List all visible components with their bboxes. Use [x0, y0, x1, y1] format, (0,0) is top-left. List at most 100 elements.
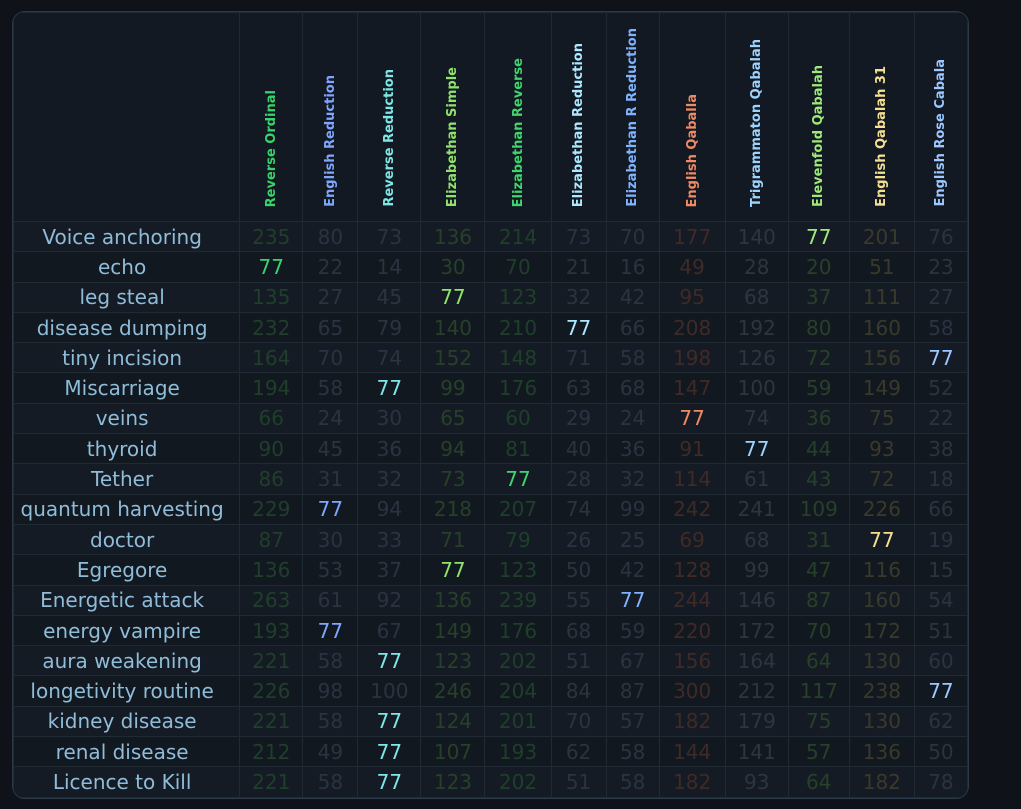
value-cell[interactable]: 71: [550, 342, 607, 374]
value-cell[interactable]: 76: [913, 220, 968, 253]
value-cell[interactable]: 38: [913, 433, 968, 465]
value-cell[interactable]: 32: [550, 281, 607, 313]
table-row[interactable]: Licence to Kill 221 58 77 123 202 51 58 182 93 64 1…: [13, 766, 968, 798]
value-cell[interactable]: 179: [724, 705, 789, 738]
value-cell[interactable]: 15: [913, 554, 968, 586]
value-cell[interactable]: 29: [550, 402, 607, 435]
phrase-label[interactable]: Tether: [13, 463, 241, 495]
value-cell[interactable]: 28: [550, 463, 607, 495]
value-cell[interactable]: 140: [724, 220, 789, 253]
value-cell[interactable]: 99: [420, 372, 486, 404]
match-value-cell[interactable]: 77: [484, 463, 552, 495]
value-cell[interactable]: 65: [302, 311, 359, 344]
value-cell[interactable]: 22: [302, 251, 359, 283]
phrase-label[interactable]: Miscarriage: [13, 372, 241, 404]
value-cell[interactable]: 99: [605, 493, 660, 525]
table-row[interactable]: energy vampire 193 77 67 149 176 68 59 220 172 70 1…: [13, 614, 968, 647]
value-cell[interactable]: 220: [658, 614, 726, 647]
phrase-label[interactable]: leg steal: [13, 281, 241, 313]
value-cell[interactable]: 176: [484, 614, 552, 647]
phrase-label[interactable]: echo: [13, 251, 241, 283]
value-cell[interactable]: 141: [724, 736, 789, 768]
value-cell[interactable]: 36: [357, 433, 422, 465]
column-header-elizabethan-simple[interactable]: Elizabethan Simple: [420, 12, 486, 222]
table-row[interactable]: aura weakening 221 58 77 123 202 51 67 156 164 64 1…: [13, 645, 968, 677]
value-cell[interactable]: 73: [420, 463, 486, 495]
value-cell[interactable]: 14: [357, 251, 422, 283]
phrase-label[interactable]: Egregore: [13, 554, 241, 586]
value-cell[interactable]: 90: [239, 433, 304, 465]
value-cell[interactable]: 109: [787, 493, 850, 525]
phrase-label[interactable]: quantum harvesting: [13, 493, 241, 525]
value-cell[interactable]: 65: [420, 402, 486, 435]
match-value-cell[interactable]: 77: [357, 645, 422, 677]
value-cell[interactable]: 130: [848, 645, 915, 677]
value-cell[interactable]: 74: [357, 342, 422, 374]
value-cell[interactable]: 78: [913, 766, 968, 798]
value-cell[interactable]: 36: [605, 433, 660, 465]
value-cell[interactable]: 123: [484, 281, 552, 313]
table-row[interactable]: tiny incision 164 70 74 152 148 71 58 198 126 72 15…: [13, 342, 968, 374]
match-value-cell[interactable]: 77: [239, 251, 304, 283]
value-cell[interactable]: 226: [239, 675, 304, 707]
value-cell[interactable]: 23: [913, 251, 968, 283]
value-cell[interactable]: 57: [605, 705, 660, 738]
value-cell[interactable]: 182: [658, 705, 726, 738]
value-cell[interactable]: 238: [848, 675, 915, 707]
phrase-label[interactable]: energy vampire: [13, 614, 241, 647]
value-cell[interactable]: 164: [239, 342, 304, 374]
value-cell[interactable]: 176: [484, 372, 552, 404]
match-value-cell[interactable]: 77: [357, 736, 422, 768]
value-cell[interactable]: 61: [724, 463, 789, 495]
value-cell[interactable]: 30: [357, 402, 422, 435]
value-cell[interactable]: 58: [913, 311, 968, 344]
value-cell[interactable]: 64: [787, 645, 850, 677]
value-cell[interactable]: 67: [605, 645, 660, 677]
value-cell[interactable]: 27: [302, 281, 359, 313]
phrase-label[interactable]: aura weakening: [13, 645, 241, 677]
column-header-reverse-ordinal[interactable]: Reverse Ordinal: [239, 12, 304, 222]
column-header-english-qabalah-31[interactable]: English Qabalah 31: [848, 12, 915, 222]
phrase-label[interactable]: renal disease: [13, 736, 241, 768]
value-cell[interactable]: 22: [913, 402, 968, 435]
value-cell[interactable]: 70: [605, 220, 660, 253]
value-cell[interactable]: 92: [357, 584, 422, 616]
value-cell[interactable]: 207: [484, 493, 552, 525]
value-cell[interactable]: 51: [550, 766, 607, 798]
value-cell[interactable]: 98: [302, 675, 359, 707]
value-cell[interactable]: 91: [658, 433, 726, 465]
value-cell[interactable]: 128: [658, 554, 726, 586]
value-cell[interactable]: 198: [658, 342, 726, 374]
value-cell[interactable]: 164: [724, 645, 789, 677]
value-cell[interactable]: 58: [302, 645, 359, 677]
value-cell[interactable]: 123: [420, 766, 486, 798]
value-cell[interactable]: 58: [605, 736, 660, 768]
value-cell[interactable]: 214: [484, 220, 552, 253]
match-value-cell[interactable]: 77: [420, 281, 486, 313]
value-cell[interactable]: 59: [787, 372, 850, 404]
value-cell[interactable]: 68: [724, 523, 789, 556]
match-value-cell[interactable]: 77: [302, 614, 359, 647]
value-cell[interactable]: 194: [239, 372, 304, 404]
value-cell[interactable]: 66: [913, 493, 968, 525]
match-value-cell[interactable]: 77: [550, 311, 607, 344]
match-value-cell[interactable]: 77: [787, 220, 850, 253]
value-cell[interactable]: 45: [357, 281, 422, 313]
value-cell[interactable]: 52: [913, 372, 968, 404]
value-cell[interactable]: 40: [550, 433, 607, 465]
value-cell[interactable]: 136: [420, 584, 486, 616]
value-cell[interactable]: 58: [302, 372, 359, 404]
phrase-label[interactable]: Voice anchoring: [13, 220, 241, 253]
value-cell[interactable]: 221: [239, 705, 304, 738]
value-cell[interactable]: 50: [913, 736, 968, 768]
value-cell[interactable]: 235: [239, 220, 304, 253]
value-cell[interactable]: 244: [658, 584, 726, 616]
table-row[interactable]: echo 77 22 14 30 70 21 16 49 28 20 51 23: [13, 251, 968, 283]
value-cell[interactable]: 32: [357, 463, 422, 495]
value-cell[interactable]: 27: [913, 281, 968, 313]
value-cell[interactable]: 43: [787, 463, 850, 495]
value-cell[interactable]: 57: [787, 736, 850, 768]
value-cell[interactable]: 136: [239, 554, 304, 586]
value-cell[interactable]: 69: [658, 523, 726, 556]
value-cell[interactable]: 80: [302, 220, 359, 253]
